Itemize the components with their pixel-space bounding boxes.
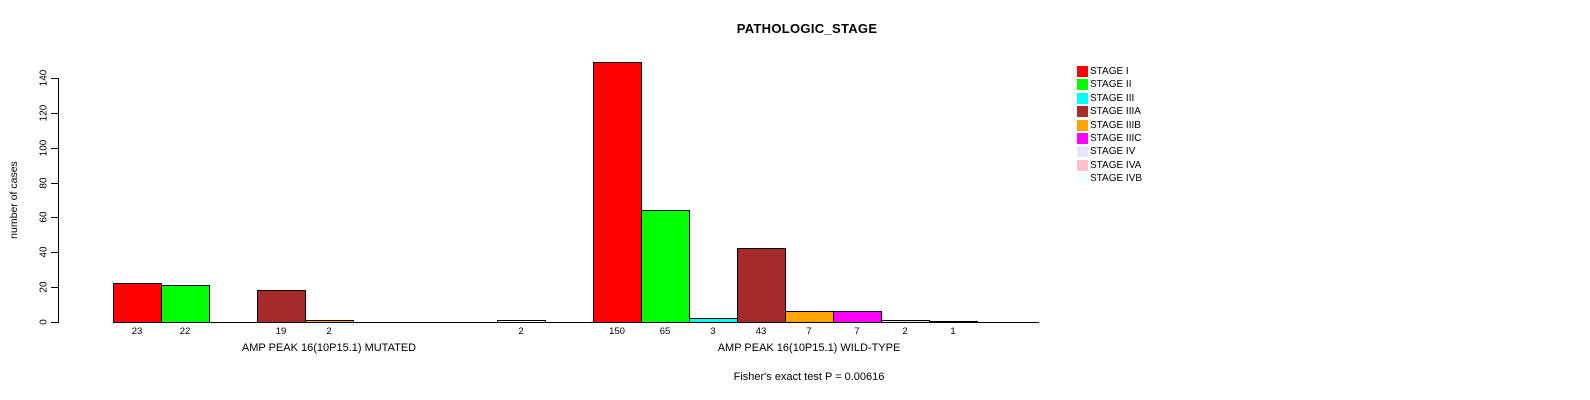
fisher-test-note: Fisher's exact test P = 0.00616 (733, 371, 885, 383)
bar-value-label: 22 (179, 326, 191, 337)
y-tick-mark (51, 182, 58, 184)
y-tick-label: 40 (38, 246, 50, 258)
y-tick-label: 120 (38, 104, 50, 122)
legend-label: STAGE IIIA (1090, 106, 1141, 118)
bar-stage-iiia-mutated (257, 290, 306, 323)
y-tick-label: 0 (38, 319, 50, 325)
x-axis-label-wild-type: AMP PEAK 16(10P15.1) WILD-TYPE (717, 342, 901, 354)
legend-label: STAGE IIIB (1090, 119, 1141, 131)
legend-label: STAGE IVB (1090, 173, 1143, 185)
legend-label: STAGE IV (1090, 146, 1136, 158)
y-axis-line (58, 78, 59, 323)
bar-value-label: 150 (609, 326, 625, 337)
bar-stage-iiic-wild-type (833, 311, 882, 323)
y-tick-label: 20 (38, 281, 50, 293)
bar-stage-iiib-wild-type (785, 311, 834, 323)
bar-value-label: 65 (659, 326, 671, 337)
y-tick-label: 140 (38, 69, 50, 87)
legend-color-swatch (1077, 66, 1088, 77)
y-tick-mark (51, 252, 58, 254)
y-tick-mark (51, 78, 58, 79)
bar-value-label: 2 (518, 326, 524, 337)
bar-value-label: 7 (854, 326, 860, 337)
legend-color-swatch (1077, 79, 1088, 91)
bar-value-label: 2 (902, 326, 908, 337)
legend-color-swatch (1077, 119, 1088, 131)
y-tick-label: 60 (38, 211, 50, 223)
legend-label: STAGE IIIC (1090, 133, 1142, 144)
legend-color-swatch (1077, 159, 1088, 171)
bar-stage-ivb-mutated (497, 320, 546, 323)
y-tick-mark (51, 322, 58, 323)
legend-color-swatch (1077, 133, 1088, 144)
bar-stage-i-wild-type (593, 62, 642, 323)
y-tick-mark (51, 112, 58, 114)
bar-stage-iv-wild-type (881, 320, 930, 323)
legend-label: STAGE II (1090, 79, 1132, 91)
bar-stage-iva-wild-type (929, 321, 978, 323)
y-tick-mark (51, 217, 58, 219)
chart-title: PATHOLOGIC_STAGE (736, 21, 878, 36)
bar-value-label: 7 (806, 326, 812, 337)
bar-stage-iiib-mutated (305, 320, 354, 323)
y-tick-mark (51, 147, 58, 149)
y-tick-label: 80 (38, 177, 50, 189)
legend-color-swatch (1077, 106, 1088, 118)
legend-color-swatch (1077, 92, 1088, 104)
y-axis-label: number of cases (8, 161, 20, 239)
bar-value-label: 2 (326, 326, 332, 337)
bar-value-label: 43 (755, 326, 767, 337)
y-tick-label: 100 (38, 139, 50, 157)
bar-value-label: 1 (950, 326, 956, 337)
legend-color-swatch (1077, 146, 1088, 158)
legend-label: STAGE I (1090, 66, 1129, 77)
legend-label: STAGE III (1090, 92, 1135, 104)
bar-stage-i-mutated (113, 283, 162, 323)
bar-value-label: 19 (275, 326, 287, 337)
y-tick-mark (51, 287, 58, 289)
bar-stage-iiia-wild-type (737, 248, 786, 323)
bar-stage-iii-wild-type (689, 318, 738, 323)
bar-stage-ii-mutated (161, 285, 210, 323)
bar-value-label: 3 (710, 326, 716, 337)
legend-label: STAGE IVA (1090, 159, 1142, 171)
x-axis-baseline (113, 322, 1039, 323)
legend-color-swatch (1077, 173, 1088, 185)
bar-stage-ii-wild-type (641, 210, 690, 323)
x-axis-label-mutated: AMP PEAK 16(10P15.1) MUTATED (241, 342, 417, 354)
bar-value-label: 23 (131, 326, 143, 337)
